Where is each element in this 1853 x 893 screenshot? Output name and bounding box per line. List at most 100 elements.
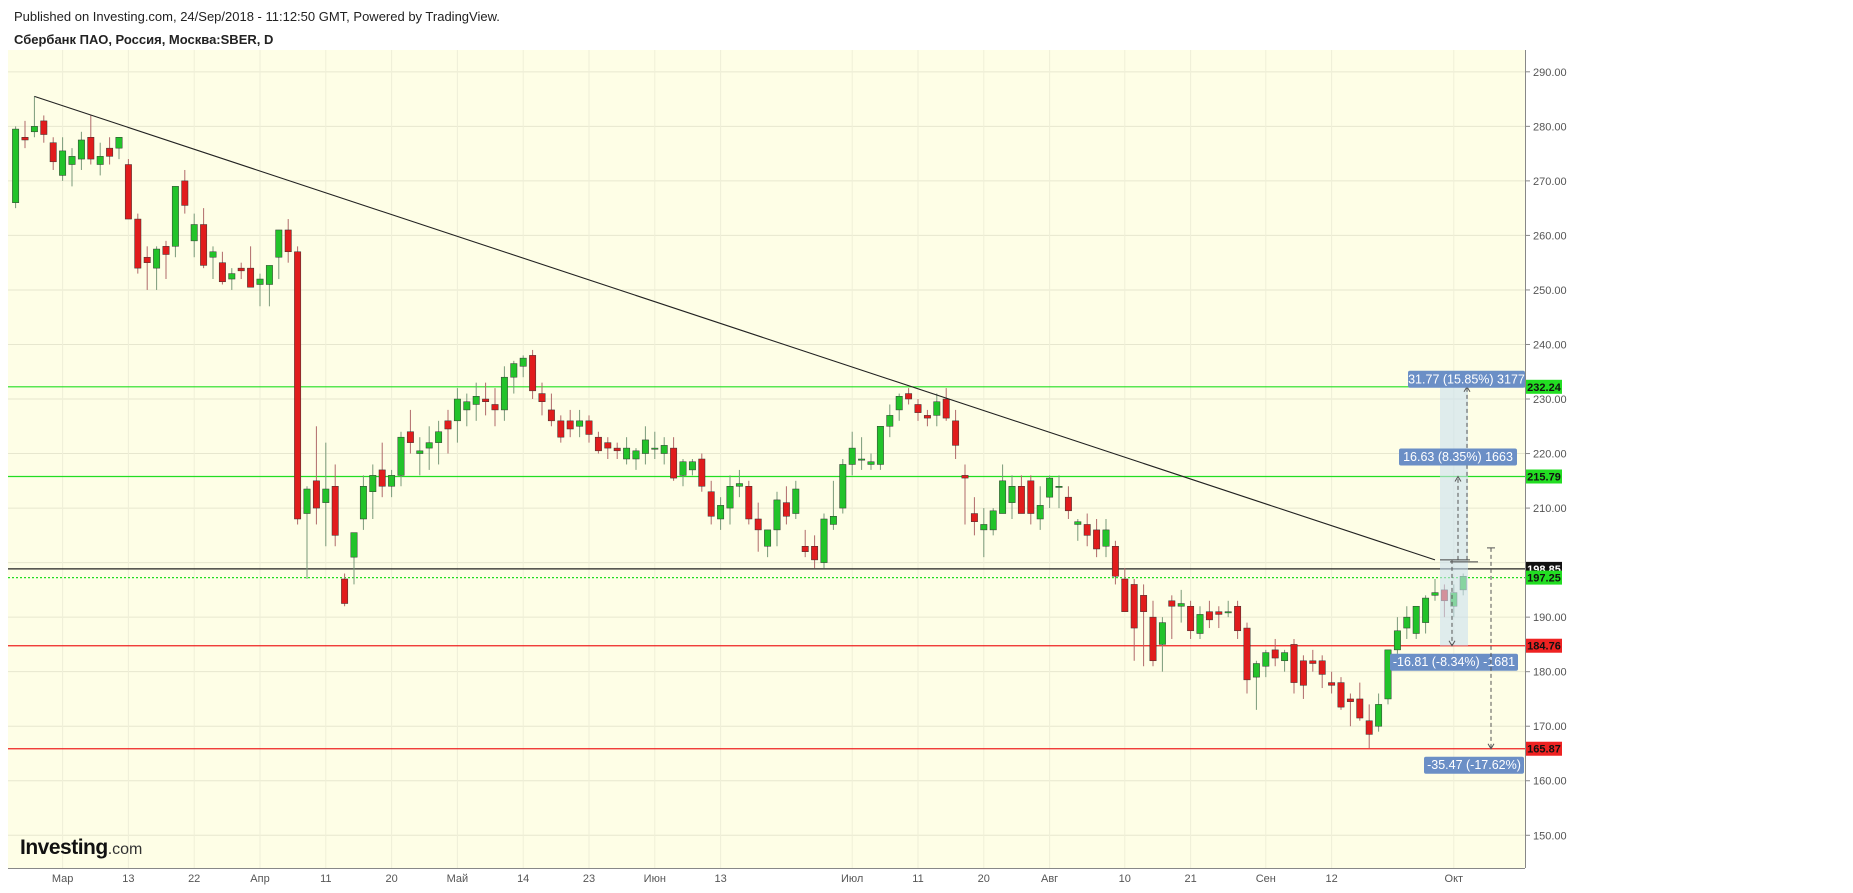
candle-up <box>858 437 866 470</box>
candle-body <box>406 431 414 443</box>
x-tick-label: 10 <box>1119 873 1131 885</box>
candle-down <box>1111 540 1119 585</box>
candle-body <box>811 546 819 561</box>
candle-body <box>388 475 396 487</box>
candle-body <box>1243 627 1251 681</box>
candle-down <box>811 535 819 569</box>
candle-down <box>181 169 189 214</box>
candle-up <box>1375 693 1383 732</box>
candle-down <box>1234 600 1242 639</box>
candle-up <box>1046 475 1054 509</box>
candle-body <box>1027 480 1035 514</box>
y-tick-label: 260.00 <box>1533 230 1567 242</box>
candle-body <box>1177 603 1185 607</box>
candle-down <box>1064 486 1072 519</box>
candle-up <box>256 273 264 307</box>
candle-up <box>1158 617 1166 672</box>
candle-down <box>566 409 574 438</box>
measure-label-text: -16.81 (-8.34%) -1681 <box>1393 655 1515 669</box>
candle-body <box>294 251 302 520</box>
candle-up <box>68 148 76 187</box>
candle-down <box>613 442 621 459</box>
candle-body <box>1328 682 1336 686</box>
candle-down <box>1168 595 1176 639</box>
plot-area <box>8 50 1525 868</box>
measure-label-box <box>1424 756 1524 774</box>
y-tick-label: 190.00 <box>1533 612 1567 624</box>
candle-body <box>529 355 537 392</box>
candle-up <box>773 491 781 547</box>
candle-down <box>482 382 490 416</box>
candle-up <box>1252 660 1260 710</box>
candle-up <box>472 382 480 421</box>
candle-up <box>190 213 198 258</box>
candle-down <box>970 497 978 536</box>
candle-body <box>1140 595 1148 612</box>
candle-up <box>369 464 377 519</box>
candle-up <box>679 459 687 487</box>
candle-up <box>1008 475 1016 519</box>
candle-up <box>1422 595 1430 634</box>
candle-body <box>942 398 950 419</box>
candle-down <box>444 409 452 454</box>
candle-down <box>557 415 565 443</box>
x-tick-label: 13 <box>122 873 134 885</box>
logo-main-text: Investing <box>20 836 108 859</box>
candle-down <box>1017 475 1025 514</box>
candle-body <box>1422 597 1430 623</box>
candle-up <box>1403 606 1411 639</box>
candles-group <box>12 96 1467 749</box>
candle-up <box>1177 589 1185 623</box>
candle-body <box>1365 720 1373 735</box>
candle-body <box>378 469 386 487</box>
candle-body <box>1102 529 1110 547</box>
candle-body <box>30 126 38 133</box>
measure-label-box <box>1390 653 1518 671</box>
candle-body <box>1346 698 1354 702</box>
candle-down <box>1027 475 1035 525</box>
y-tick-label: 210.00 <box>1533 503 1567 515</box>
candle-body <box>237 267 245 272</box>
candle-up <box>688 459 696 476</box>
candle-body <box>999 480 1007 514</box>
candle-down <box>1290 638 1298 694</box>
x-tick-label: 11 <box>912 873 923 885</box>
symbol-title: Сбербанк ПАО, Россия, Москва:SBER, D <box>14 32 274 47</box>
candle-body <box>218 262 226 283</box>
candle-body <box>557 420 565 438</box>
candle-body <box>500 376 508 411</box>
candle-body <box>510 363 518 378</box>
candle-up <box>500 366 508 421</box>
candle-body <box>96 156 104 165</box>
candle-up <box>416 437 424 476</box>
x-tick-label: Сен <box>1256 873 1276 885</box>
candle-up <box>867 453 875 470</box>
candle-down <box>200 208 208 269</box>
candle-up <box>576 409 584 438</box>
candle-up <box>726 475 734 525</box>
candle-up <box>820 513 828 569</box>
candle-body <box>1121 578 1129 612</box>
candle-body <box>745 486 753 520</box>
candle-up <box>359 475 367 530</box>
level-price-label: 165.87 <box>1527 744 1561 756</box>
candle-up <box>1384 649 1392 705</box>
candle-down <box>529 349 537 400</box>
candle-body <box>341 578 349 604</box>
candle-up <box>153 246 161 290</box>
candle-body <box>651 447 659 450</box>
candle-down <box>1299 655 1307 699</box>
candle-body <box>1111 546 1119 577</box>
candle-body <box>359 486 367 520</box>
x-tick-label: Мар <box>52 873 74 885</box>
candle-down <box>21 120 29 149</box>
candle-body <box>115 137 123 149</box>
candle-up <box>228 268 236 290</box>
candle-up <box>717 497 725 530</box>
candle-body <box>632 450 640 460</box>
candle-down <box>1271 638 1279 667</box>
candle-up <box>265 265 273 307</box>
candle-body <box>1299 660 1307 686</box>
candle-body <box>660 445 668 454</box>
